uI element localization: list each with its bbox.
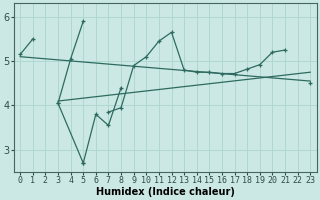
- X-axis label: Humidex (Indice chaleur): Humidex (Indice chaleur): [96, 187, 235, 197]
